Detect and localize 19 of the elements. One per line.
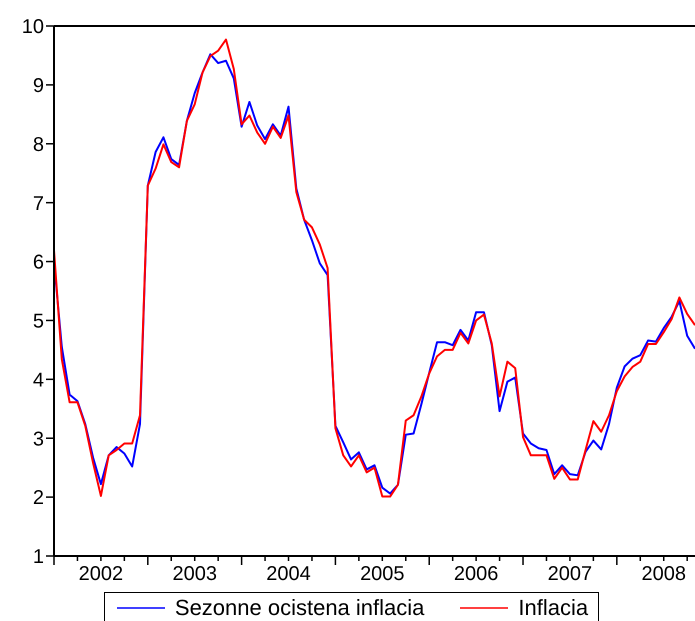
x-tick-label: 2005: [360, 563, 405, 585]
x-tick-label: 2003: [172, 563, 217, 585]
y-tick-label: 4: [32, 369, 44, 392]
y-tick-label: 3: [32, 428, 44, 450]
x-tick-label: 2006: [454, 563, 498, 585]
y-tick-label: 5: [32, 310, 44, 333]
x-tick-label: 2007: [548, 563, 592, 585]
x-tick-label: 2008: [641, 563, 686, 585]
y-tick-label: 6: [32, 252, 44, 274]
legend-label: Sezonne ocistena inflacia: [174, 595, 424, 621]
x-tick-label: 2002: [78, 563, 124, 585]
y-tick-label: 1: [32, 546, 44, 568]
y-tick-label: 2: [32, 487, 44, 510]
y-tick-label: 8: [32, 134, 44, 156]
x-tick-label: 2004: [266, 563, 311, 585]
y-tick-label: 7: [32, 192, 44, 215]
legend-label: Inflacia: [518, 595, 588, 621]
y-tick-label: 10: [22, 16, 44, 38]
y-tick-label: 9: [32, 74, 44, 97]
